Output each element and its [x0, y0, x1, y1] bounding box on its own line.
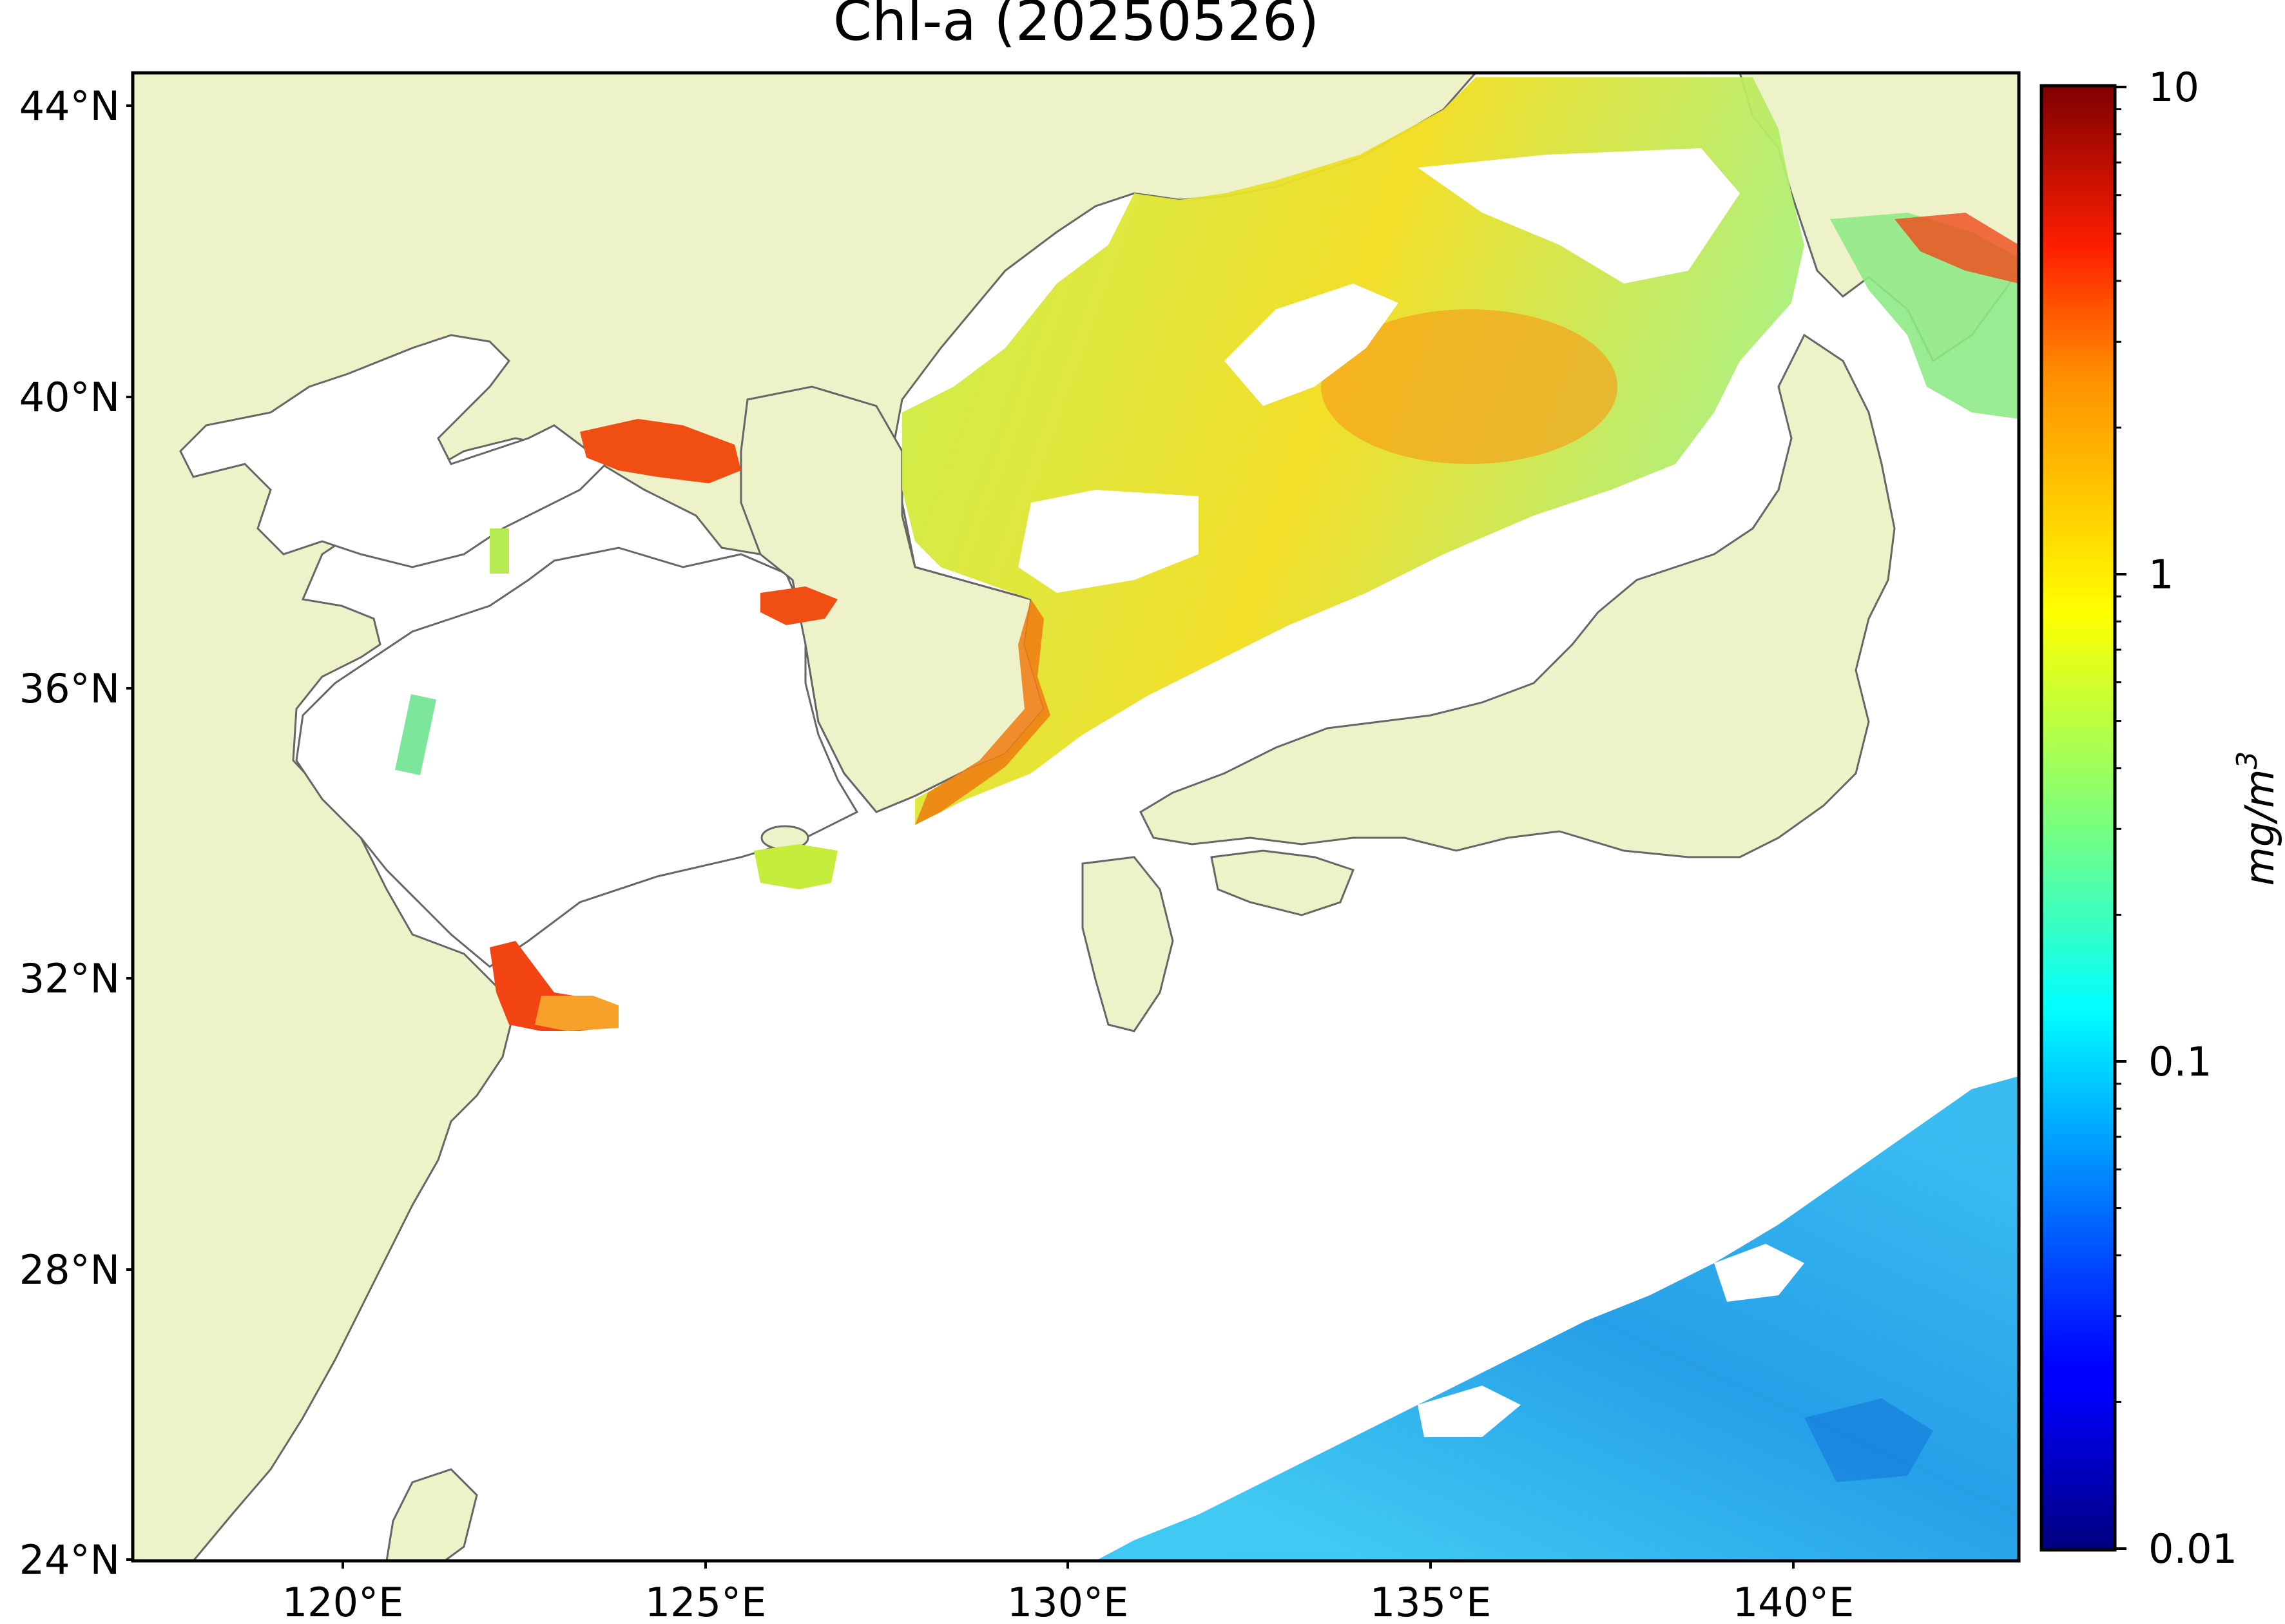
lat-tick-label: 36°N	[19, 665, 120, 712]
lat-tick-label: 32°N	[19, 955, 120, 1002]
honshu-land	[1139, 333, 1896, 858]
pacific-cloud-gap-2	[1418, 1386, 1521, 1437]
lat-axis: 44°N 40°N 36°N 32°N 28°N 24°N	[19, 82, 133, 1583]
colorbar-gradient	[2039, 84, 2117, 1552]
colorbar-tick-label: 10	[2148, 64, 2199, 111]
lon-tick-label: 120°E	[282, 1579, 404, 1624]
bohai-red-patch	[580, 419, 741, 483]
lon-tick-label: 130°E	[1007, 1579, 1129, 1624]
east-sea-chlorophyll	[902, 77, 1804, 825]
lat-tick-label: 28°N	[19, 1246, 120, 1293]
lat-tick-label: 40°N	[19, 374, 120, 421]
colorbar-tick-label: 1	[2148, 551, 2174, 598]
shikoku-land	[1210, 849, 1355, 916]
east-sea-warm-patch	[1321, 309, 1617, 464]
shandong-red-patch	[760, 586, 838, 625]
cloud-gap-2	[1018, 490, 1199, 593]
colorbar-tick-label: 0.1	[2148, 1038, 2212, 1085]
lon-tick-label: 125°E	[645, 1579, 767, 1624]
colorbar-minor-ticks	[2115, 108, 2121, 1403]
colorbar-unit-label: mg/m3	[2231, 751, 2283, 885]
lon-axis: 120°E 125°E 130°E 135°E 140°E	[282, 1561, 1855, 1624]
north-hokkaido-red	[1895, 213, 2019, 284]
taiwan-land	[385, 1468, 478, 1561]
jeju-chlorophyll	[754, 844, 838, 889]
yellow-sea-green-2	[490, 528, 509, 574]
cloud-gap-1	[1224, 284, 1398, 406]
pacific-dark-blue	[1804, 1398, 1933, 1482]
kyushu-land	[1081, 856, 1174, 1032]
lat-tick-label: 24°N	[19, 1536, 120, 1583]
korea-east-coast-orange	[915, 599, 1050, 825]
map-area	[133, 73, 2019, 1561]
map-title: Chl-a (20250526)	[833, 0, 1319, 53]
yellow-sea-green-1	[394, 694, 437, 775]
pacific-cloud-gap-1	[1714, 1244, 1804, 1302]
lon-tick-label: 140°E	[1733, 1579, 1855, 1624]
colorbar: 10 1 0.1 0.01 mg/m3	[2039, 64, 2283, 1572]
colorbar-tick-label: 0.01	[2148, 1525, 2237, 1572]
lon-tick-label: 135°E	[1370, 1579, 1492, 1624]
yangtze-plume-orange	[535, 996, 619, 1031]
pacific-chlorophyll	[1095, 1076, 2019, 1561]
mainland-land	[133, 73, 1477, 1561]
colorbar-unit-sup: 3	[2231, 751, 2264, 769]
cloud-gap-3	[1418, 148, 1740, 284]
lat-tick-label: 44°N	[19, 82, 120, 130]
map-frame	[131, 71, 2021, 1563]
colorbar-unit-main: mg/m	[2236, 769, 2283, 885]
